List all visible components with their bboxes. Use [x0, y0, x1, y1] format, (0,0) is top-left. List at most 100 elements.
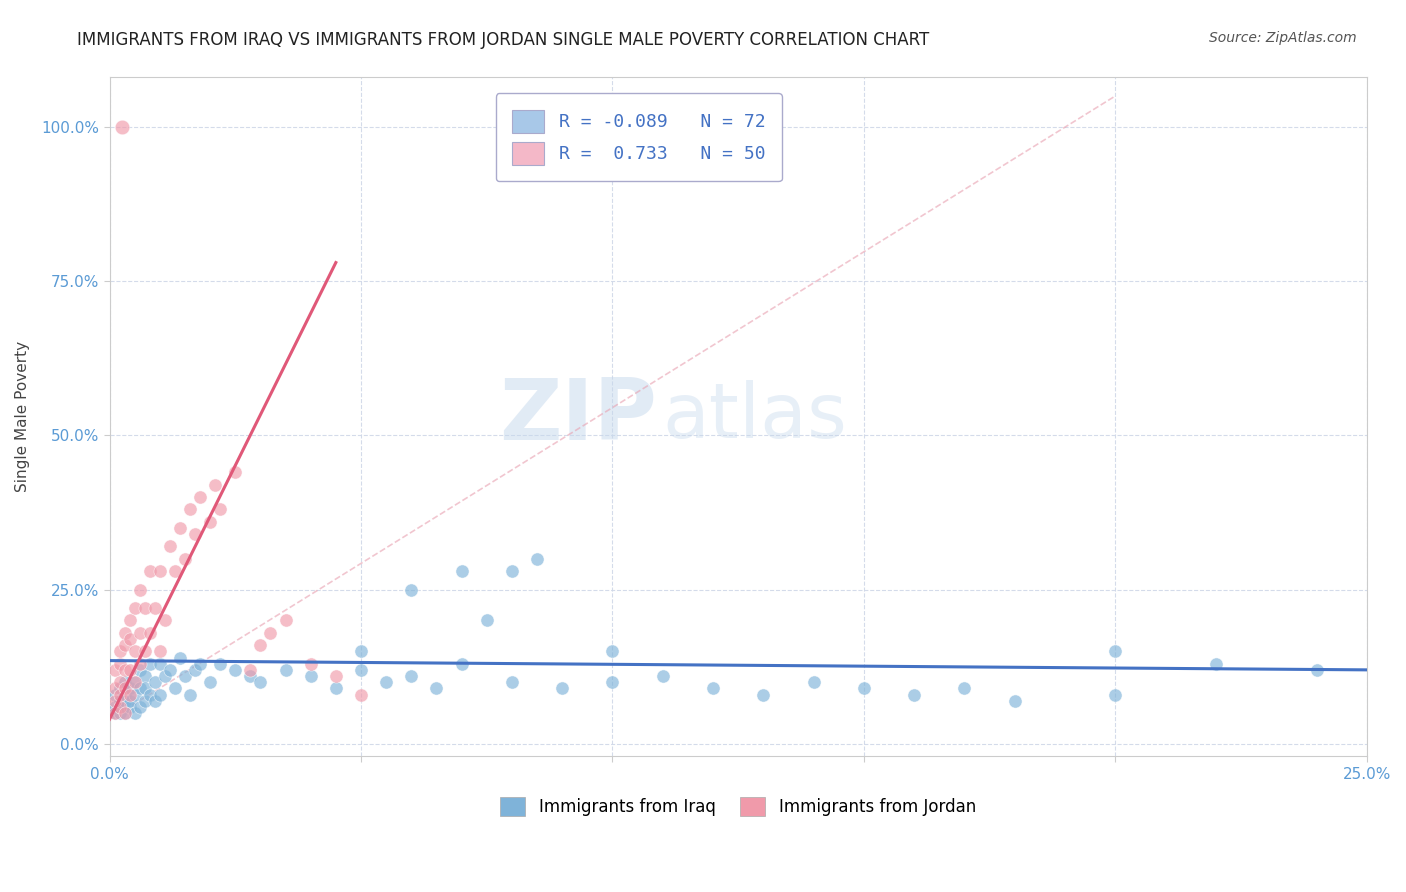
Point — [128, 663, 150, 677]
Point — [114, 638, 136, 652]
Point — [602, 644, 624, 658]
Point — [108, 657, 131, 671]
Point — [108, 688, 131, 702]
Point — [401, 669, 423, 683]
Point — [103, 663, 125, 677]
Point — [852, 681, 875, 696]
Point — [249, 638, 271, 652]
Point — [651, 669, 673, 683]
Point — [128, 582, 150, 597]
Point — [103, 706, 125, 720]
Point — [501, 675, 523, 690]
Point — [903, 688, 925, 702]
Point — [118, 663, 141, 677]
Point — [325, 669, 347, 683]
Point — [114, 706, 136, 720]
Point — [179, 502, 201, 516]
Point — [179, 688, 201, 702]
Point — [184, 527, 207, 541]
Point — [184, 663, 207, 677]
Point — [1004, 694, 1026, 708]
Point — [114, 625, 136, 640]
Point — [139, 625, 162, 640]
Point — [239, 669, 262, 683]
Point — [274, 663, 297, 677]
Point — [325, 681, 347, 696]
Point — [188, 490, 211, 504]
Point — [209, 502, 232, 516]
Point — [118, 688, 141, 702]
Point — [114, 688, 136, 702]
Point — [153, 614, 176, 628]
Point — [174, 669, 197, 683]
Y-axis label: Single Male Poverty: Single Male Poverty — [15, 342, 30, 492]
Point — [139, 657, 162, 671]
Point — [108, 644, 131, 658]
Point — [953, 681, 976, 696]
Point — [163, 564, 186, 578]
Point — [159, 540, 181, 554]
Point — [103, 699, 125, 714]
Point — [103, 681, 125, 696]
Point — [114, 675, 136, 690]
Point — [153, 669, 176, 683]
Point — [188, 657, 211, 671]
Point — [450, 657, 472, 671]
Point — [134, 644, 156, 658]
Point — [128, 681, 150, 696]
Point — [803, 675, 825, 690]
Point — [450, 564, 472, 578]
Point — [108, 675, 131, 690]
Point — [118, 632, 141, 646]
Point — [128, 657, 150, 671]
Point — [108, 706, 131, 720]
Point — [111, 120, 134, 134]
Point — [124, 688, 146, 702]
Point — [103, 694, 125, 708]
Point — [124, 675, 146, 690]
Point — [108, 681, 131, 696]
Point — [1205, 657, 1227, 671]
Point — [134, 601, 156, 615]
Point — [174, 551, 197, 566]
Point — [209, 657, 232, 671]
Text: ZIP: ZIP — [499, 376, 657, 458]
Point — [501, 564, 523, 578]
Point — [134, 669, 156, 683]
Point — [551, 681, 574, 696]
Point — [224, 663, 246, 677]
Point — [149, 688, 172, 702]
Point — [475, 614, 498, 628]
Point — [114, 706, 136, 720]
Point — [259, 625, 281, 640]
Point — [159, 663, 181, 677]
Point — [425, 681, 447, 696]
Point — [702, 681, 724, 696]
Point — [139, 688, 162, 702]
Point — [198, 675, 221, 690]
Point — [139, 564, 162, 578]
Point — [103, 688, 125, 702]
Point — [350, 688, 373, 702]
Point — [114, 681, 136, 696]
Point — [118, 681, 141, 696]
Point — [163, 681, 186, 696]
Legend: Immigrants from Iraq, Immigrants from Jordan: Immigrants from Iraq, Immigrants from Jo… — [494, 790, 983, 822]
Point — [169, 521, 191, 535]
Point — [299, 657, 322, 671]
Text: Source: ZipAtlas.com: Source: ZipAtlas.com — [1209, 31, 1357, 45]
Point — [526, 551, 548, 566]
Point — [149, 564, 172, 578]
Point — [169, 650, 191, 665]
Point — [143, 694, 166, 708]
Point — [108, 699, 131, 714]
Point — [118, 614, 141, 628]
Point — [299, 669, 322, 683]
Point — [128, 625, 150, 640]
Point — [124, 601, 146, 615]
Point — [134, 681, 156, 696]
Point — [124, 706, 146, 720]
Point — [143, 675, 166, 690]
Point — [134, 694, 156, 708]
Point — [249, 675, 271, 690]
